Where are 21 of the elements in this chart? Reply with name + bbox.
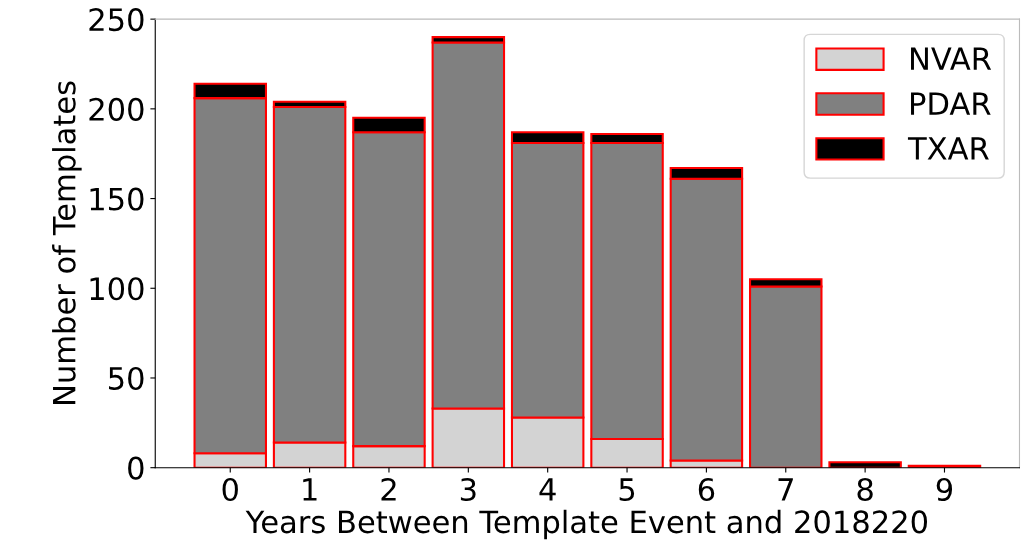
y-tick-label: 250 [89, 8, 144, 32]
y-tick-label: 100 [90, 277, 144, 301]
x-axis-title: Years Between Template Event and 2018220 [245, 509, 928, 540]
y-tick-label: 150 [90, 187, 144, 211]
y-tick-label: 0 [128, 456, 144, 480]
x-tick-label: 5 [619, 478, 635, 502]
legend-label: NVAR [911, 47, 992, 70]
x-tick-label: 4 [539, 478, 556, 501]
x-tick-label: 7 [778, 478, 793, 501]
x-tick-label: 2 [381, 477, 396, 501]
x-tick-label: 1 [303, 478, 317, 501]
y-axis-title: Number of Templates [52, 81, 82, 404]
x-tick-label: 8 [857, 477, 873, 502]
y-tick-label: 200 [89, 97, 144, 121]
y-tick-label: 50 [109, 366, 144, 391]
x-tick-label: 6 [698, 477, 715, 502]
legend-label: TXAR [907, 137, 989, 160]
legend-label: PDAR [911, 92, 991, 115]
x-tick-label: 3 [460, 477, 476, 502]
x-tick-label: 9 [936, 477, 953, 502]
x-tick-label: 0 [222, 477, 238, 502]
